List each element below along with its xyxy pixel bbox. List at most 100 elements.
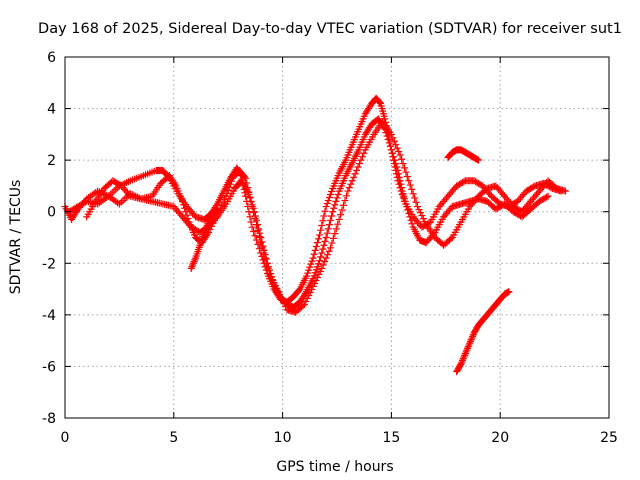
data-point: [325, 221, 333, 229]
data-point: [329, 234, 337, 242]
data-point: [393, 163, 401, 171]
data-point: [387, 146, 395, 154]
data-point: [350, 173, 358, 181]
data-point: [310, 272, 318, 280]
data-point: [458, 356, 466, 364]
data-point: [409, 190, 417, 198]
data-point: [325, 247, 333, 255]
data-point: [355, 160, 363, 168]
data-point: [331, 201, 339, 209]
data-point: [280, 300, 288, 308]
data-point: [474, 156, 482, 164]
data-point: [247, 218, 255, 226]
data-point: [323, 200, 331, 208]
data-point: [321, 207, 329, 215]
data-point: [308, 257, 316, 265]
data-point: [388, 149, 396, 157]
data-point: [320, 241, 328, 249]
x-tick-label: 20: [491, 430, 509, 446]
data-point: [458, 358, 466, 366]
data-point: [353, 166, 361, 174]
series-arc-6: [453, 288, 513, 376]
data-point: [324, 225, 332, 233]
data-point: [180, 201, 188, 209]
data-point: [390, 153, 398, 161]
data-point: [407, 216, 415, 224]
data-point: [181, 204, 189, 212]
data-point: [267, 273, 275, 281]
data-point: [250, 208, 258, 216]
data-point: [469, 332, 477, 340]
data-point: [300, 301, 308, 309]
data-point: [414, 203, 422, 211]
data-point: [415, 206, 423, 214]
data-point: [248, 203, 256, 211]
data-point: [313, 239, 321, 247]
data-point: [466, 338, 474, 346]
data-point: [466, 339, 474, 347]
data-point: [261, 254, 269, 262]
data-point: [258, 238, 266, 246]
data-point: [224, 186, 232, 194]
data-point: [227, 177, 235, 185]
data-point: [223, 189, 231, 197]
data-point: [184, 215, 192, 223]
data-point: [408, 185, 416, 193]
data-point: [319, 245, 327, 253]
data-point: [332, 197, 340, 205]
data-point: [328, 239, 336, 247]
data-point: [318, 221, 326, 229]
data-point: [319, 261, 327, 269]
data-point: [358, 153, 366, 161]
data-point: [302, 298, 310, 306]
data-point: [200, 228, 208, 236]
data-point: [250, 209, 258, 217]
data-point: [468, 334, 476, 342]
chart-title: Day 168 of 2025, Sidereal Day-to-day VTE…: [38, 21, 622, 37]
data-point: [418, 212, 426, 220]
data-point: [251, 215, 259, 223]
data-point: [393, 144, 401, 152]
data-point: [311, 246, 319, 254]
data-point: [311, 279, 319, 287]
data-point: [208, 222, 216, 230]
data-point: [315, 270, 323, 278]
data-point: [313, 263, 321, 271]
data-point: [273, 285, 281, 293]
data-point: [464, 343, 472, 351]
data-point: [384, 136, 392, 144]
data-point: [461, 351, 469, 359]
data-point: [245, 188, 253, 196]
data-point: [386, 142, 394, 150]
data-point: [203, 221, 211, 229]
data-point: [276, 291, 284, 299]
data-point: [416, 209, 424, 217]
data-point: [324, 197, 332, 205]
data-point: [311, 269, 319, 277]
data-point: [307, 260, 315, 268]
data-point: [341, 197, 349, 205]
data-point: [323, 229, 331, 237]
data-point: [251, 232, 259, 240]
data-point: [306, 263, 314, 271]
series-arc-3: [83, 117, 569, 316]
data-point: [375, 98, 383, 106]
data-point: [396, 177, 404, 185]
data-point: [465, 341, 473, 349]
data-point: [250, 227, 258, 235]
data-point: [212, 207, 220, 215]
data-point: [412, 198, 420, 206]
data-point: [406, 213, 414, 221]
data-point: [258, 244, 266, 252]
data-point: [310, 250, 318, 258]
data-point: [279, 297, 287, 305]
data-point: [242, 192, 250, 200]
data-point: [305, 266, 313, 274]
data-point: [221, 195, 229, 203]
data-point: [305, 292, 313, 300]
data-point: [360, 149, 368, 157]
data-point: [395, 173, 403, 181]
data-point: [242, 174, 250, 182]
data-point: [317, 253, 325, 261]
data-point: [190, 258, 198, 266]
